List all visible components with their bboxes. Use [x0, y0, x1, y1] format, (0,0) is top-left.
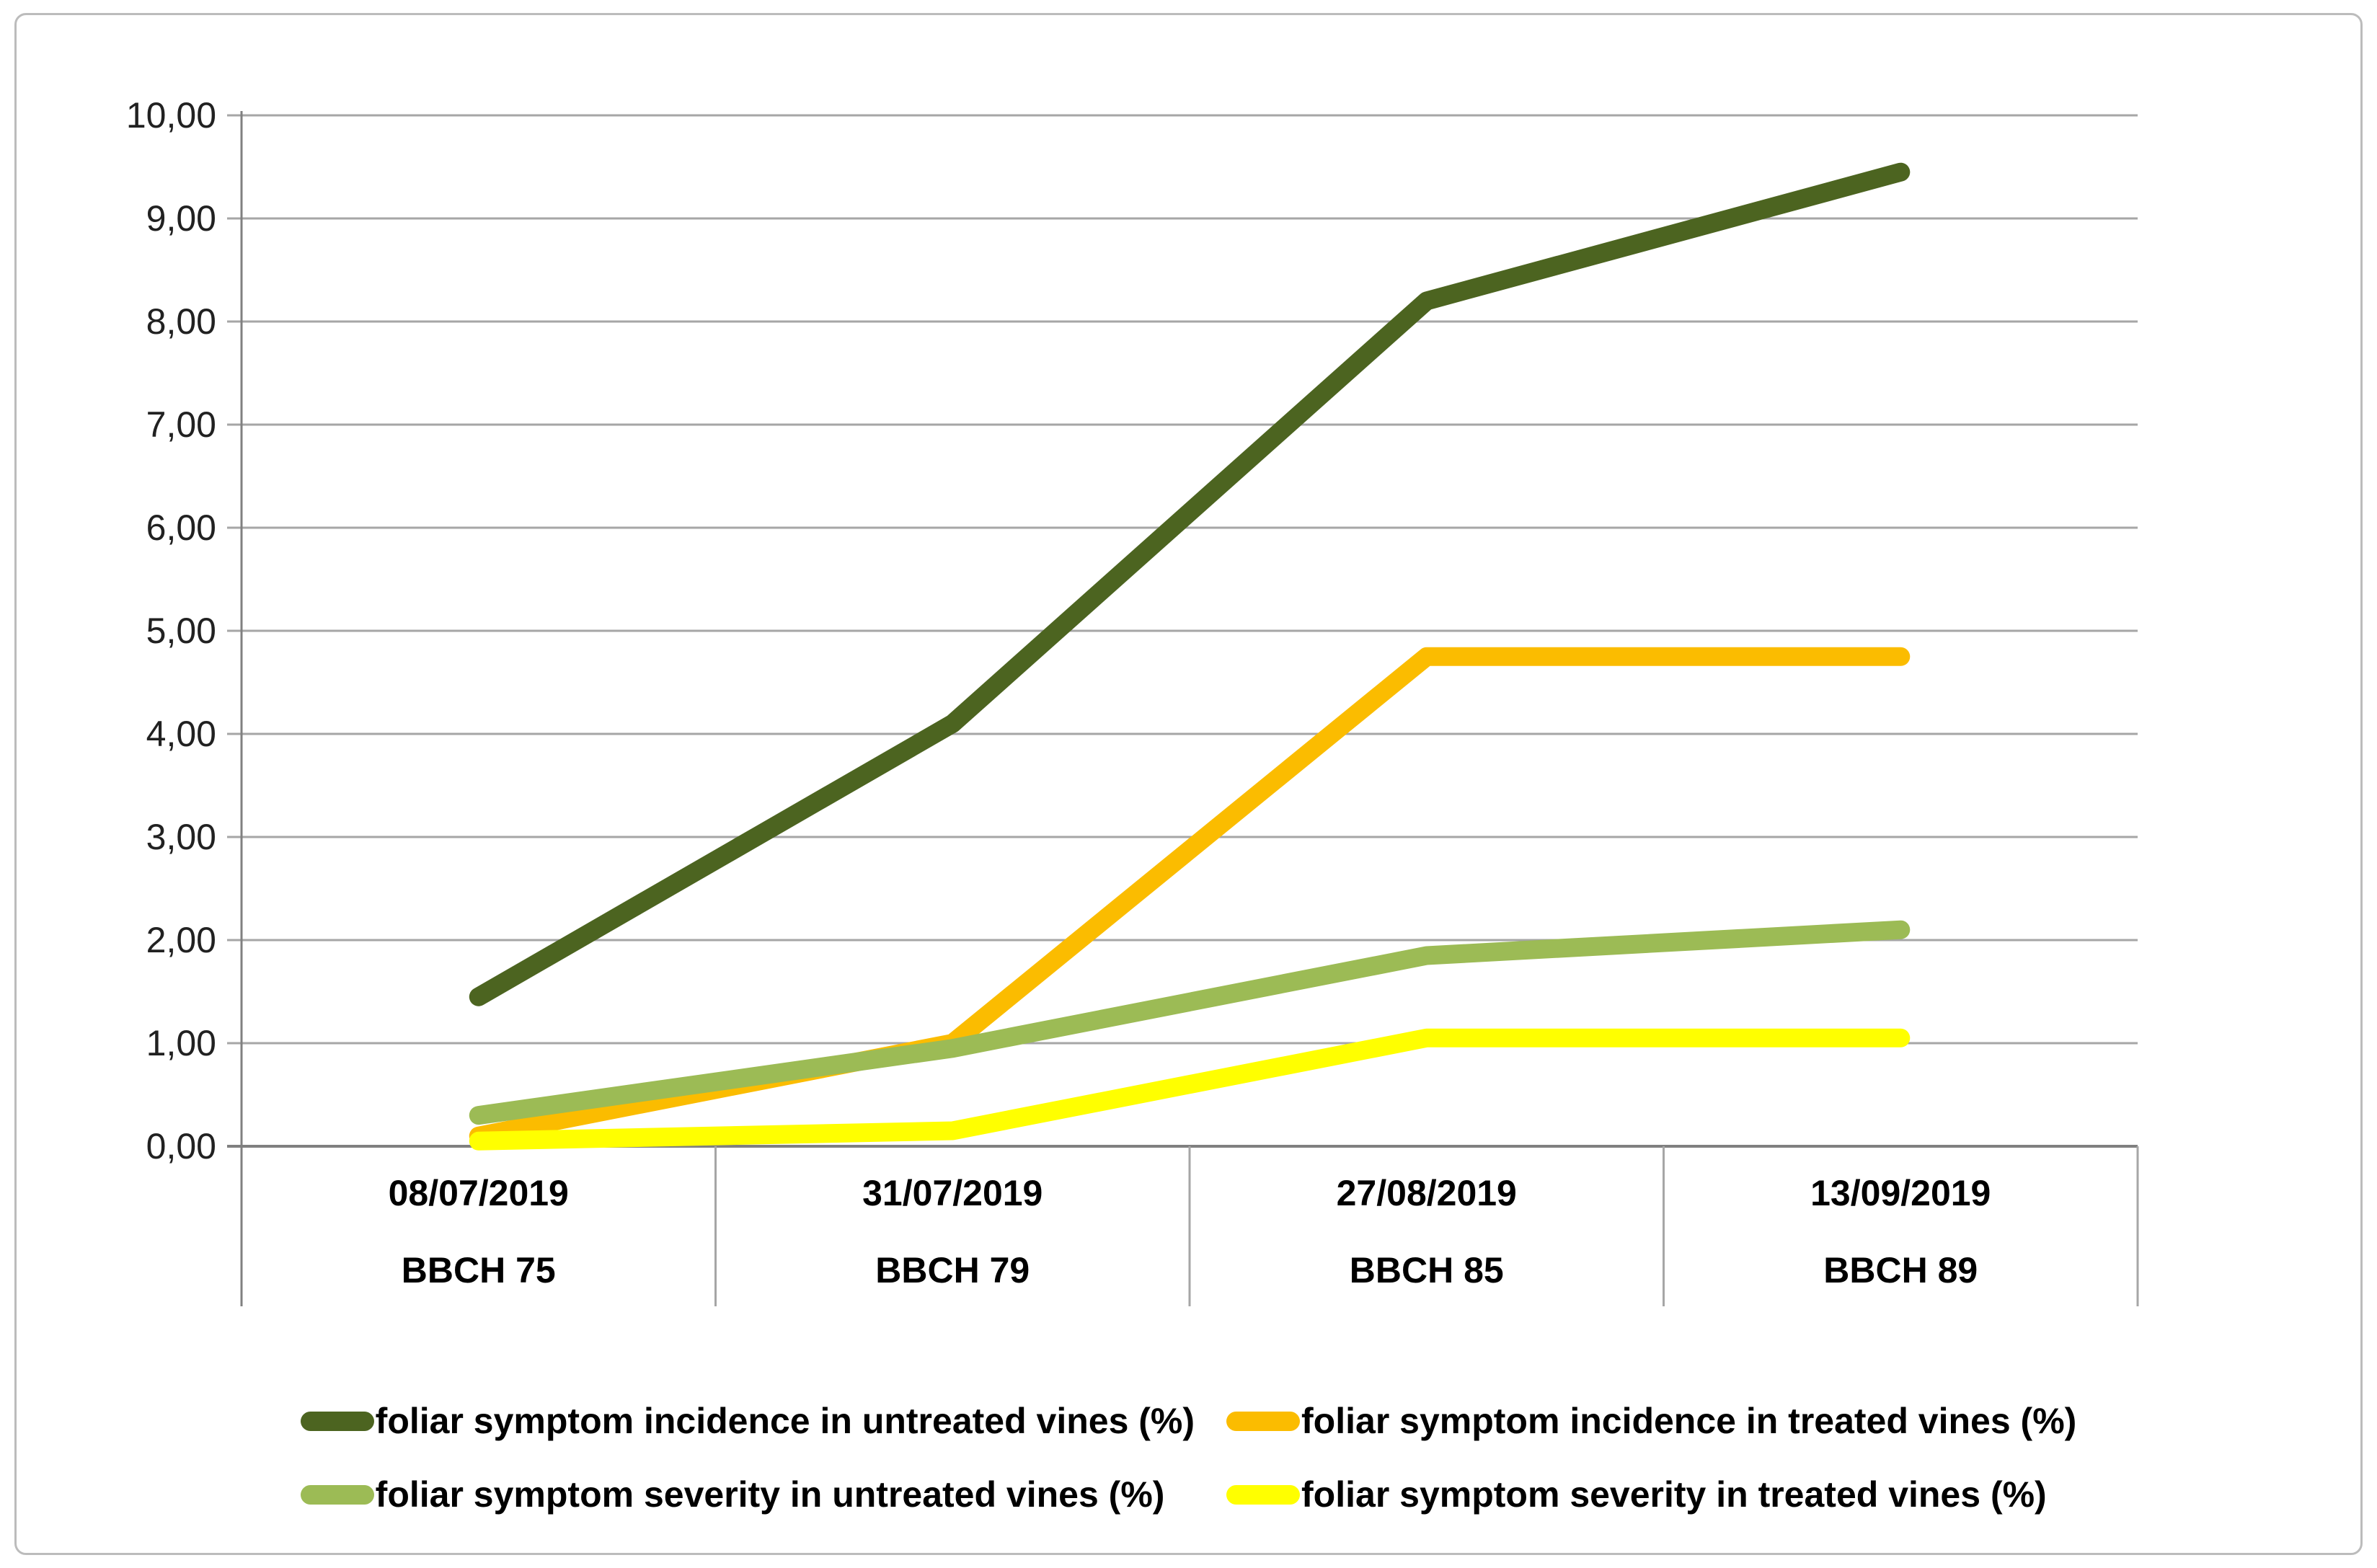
y-tick-label-4: 4,00 [146, 714, 216, 754]
y-tick-label-10: 10,00 [125, 95, 216, 136]
gridlines [227, 114, 2138, 1045]
y-tick-label-3: 3,00 [146, 817, 216, 857]
y-tick-label-5: 5,00 [146, 611, 216, 651]
legend-label: foliar symptom severity in treated vines… [1301, 1474, 2047, 1515]
legend-swatch-icon [300, 1411, 374, 1431]
category-bbch-3: BBCH 89 [1823, 1250, 1978, 1290]
series-line-1 [469, 647, 1911, 1146]
legend-label: foliar symptom severity in untreated vin… [375, 1474, 1165, 1515]
legend-item-3: foliar symptom severity in treated vines… [1226, 1474, 2076, 1515]
category-date-1: 31/07/2019 [862, 1173, 1043, 1213]
category-date-3: 13/09/2019 [1810, 1173, 1991, 1213]
series-line-3 [469, 1028, 1911, 1151]
y-tick-label-1: 1,00 [146, 1023, 216, 1063]
legend-label: foliar symptom incidence in treated vine… [1301, 1401, 2077, 1441]
category-bbch-0: BBCH 75 [401, 1250, 556, 1290]
y-tick-label-9: 9,00 [146, 198, 216, 239]
series-lines [469, 162, 1911, 1151]
category-dividers [714, 1146, 2139, 1306]
series-line-0 [469, 162, 1911, 1006]
category-bbch-1: BBCH 79 [875, 1250, 1030, 1290]
y-tick-label-2: 2,00 [146, 920, 216, 960]
y-tick-label-8: 8,00 [146, 301, 216, 342]
legend-label: foliar symptom incidence in untreated vi… [375, 1401, 1195, 1441]
y-tick-label-6: 6,00 [146, 508, 216, 548]
legend: foliar symptom incidence in untreated vi… [0, 1400, 2377, 1515]
legend-swatch-icon [1226, 1484, 1301, 1505]
y-tick-label-7: 7,00 [146, 404, 216, 445]
legend-item-0: foliar symptom incidence in untreated vi… [300, 1400, 1195, 1442]
legend-item-1: foliar symptom incidence in treated vine… [1226, 1400, 2076, 1442]
category-date-2: 27/08/2019 [1336, 1173, 1517, 1213]
legend-item-2: foliar symptom severity in untreated vin… [300, 1474, 1195, 1515]
legend-swatch-icon [300, 1484, 374, 1505]
series-line-2 [469, 920, 1911, 1125]
legend-swatch-icon [1226, 1411, 1301, 1431]
y-tick-label-0: 0,00 [146, 1126, 216, 1166]
category-bbch-2: BBCH 85 [1349, 1250, 1504, 1290]
category-date-0: 08/07/2019 [388, 1173, 569, 1213]
